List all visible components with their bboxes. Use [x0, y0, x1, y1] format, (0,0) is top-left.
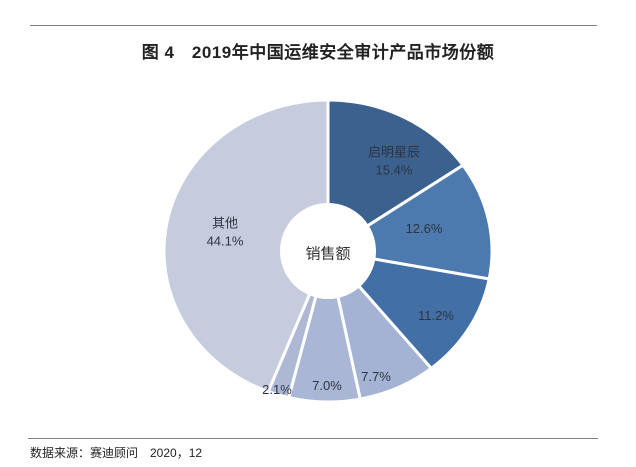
- pie-slice-2: [326, 249, 491, 370]
- pie-slice-6: [162, 98, 330, 394]
- figure-caption: 图 4 2019年中国运维安全审计产品市场份额: [141, 43, 495, 62]
- bottom-rule: [28, 438, 598, 439]
- donut-hole: [280, 203, 376, 299]
- pie-slice-0: [326, 98, 465, 253]
- top-rule: [30, 25, 597, 26]
- pie-center-label: 销售额: [305, 245, 351, 263]
- source-note: 数据来源：赛迪顾问 2020，12: [30, 446, 203, 460]
